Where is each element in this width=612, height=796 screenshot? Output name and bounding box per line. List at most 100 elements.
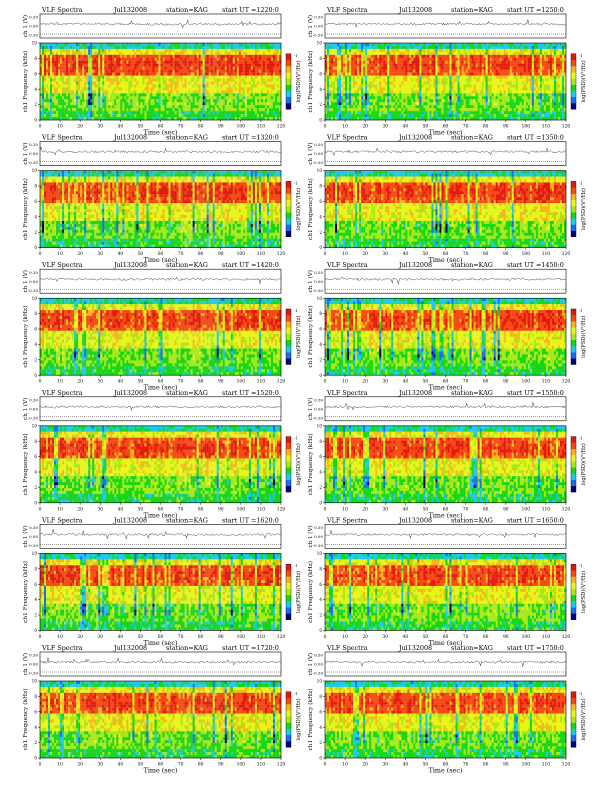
heatmap-cell xyxy=(231,61,233,64)
heatmap-cell xyxy=(74,99,76,102)
heatmap-cell xyxy=(98,102,100,105)
heatmap-cell xyxy=(88,93,90,96)
heatmap-cell xyxy=(116,117,118,120)
heatmap-cell xyxy=(167,96,169,99)
heatmap-cell xyxy=(90,96,92,99)
colorbar-swatch xyxy=(286,103,291,109)
heatmap-cell xyxy=(255,105,257,108)
heatmap-cell xyxy=(142,64,144,67)
heatmap-cell xyxy=(357,43,359,46)
heatmap-cell xyxy=(253,73,255,76)
heatmap-cell xyxy=(126,114,128,117)
heatmap-cell xyxy=(209,84,211,87)
heatmap-cell xyxy=(74,46,76,49)
heatmap-cell xyxy=(337,43,339,46)
heatmap-cell xyxy=(66,61,68,64)
heatmap-cell xyxy=(261,90,263,93)
heatmap-cell xyxy=(148,90,150,93)
heatmap-cell xyxy=(152,52,154,55)
heatmap-cell xyxy=(74,79,76,82)
heatmap-cell xyxy=(227,82,229,85)
heatmap-cell xyxy=(219,108,221,111)
heatmap-cell xyxy=(217,43,219,46)
heatmap-cell xyxy=(243,52,245,55)
heatmap-cell xyxy=(64,90,66,93)
heatmap-cell xyxy=(144,108,146,111)
heatmap-cell xyxy=(86,105,88,108)
heatmap-cell xyxy=(271,111,273,114)
heatmap-cell xyxy=(263,108,265,111)
heatmap-cell xyxy=(213,46,215,49)
heatmap-cell xyxy=(98,90,100,93)
heatmap-cell xyxy=(201,87,203,90)
heatmap-cell xyxy=(124,79,126,82)
heatmap-cell xyxy=(132,99,134,102)
heatmap-cell xyxy=(247,117,249,120)
heatmap-cell xyxy=(62,84,64,87)
heatmap-cell xyxy=(114,93,116,96)
heatmap-cell xyxy=(191,114,193,117)
heatmap-cell xyxy=(90,43,92,46)
heatmap-cell xyxy=(195,49,197,52)
heatmap-cell xyxy=(273,105,275,108)
heatmap-cell xyxy=(152,105,154,108)
heatmap-cell xyxy=(144,96,146,99)
heatmap-cell xyxy=(76,49,78,52)
heatmap-cell xyxy=(140,117,142,120)
heatmap-cell xyxy=(94,99,96,102)
heatmap-cell xyxy=(209,90,211,93)
heatmap-cell xyxy=(128,46,130,49)
heatmap-cell xyxy=(169,76,171,79)
heatmap-cell xyxy=(116,76,118,79)
heatmap-cell xyxy=(64,114,66,117)
heatmap-cell xyxy=(271,76,273,79)
heatmap-cell xyxy=(48,76,50,79)
heatmap-cell xyxy=(195,67,197,70)
heatmap-cell xyxy=(46,87,48,90)
heatmap-cell xyxy=(120,55,122,58)
heatmap-cell xyxy=(215,114,217,117)
heatmap-cell xyxy=(146,58,148,61)
heatmap-cell xyxy=(255,87,257,90)
heatmap-cell xyxy=(253,55,255,58)
colorbar-swatch xyxy=(286,91,291,97)
heatmap-cell xyxy=(152,102,154,105)
heatmap-cell xyxy=(60,84,62,87)
heatmap-cell xyxy=(193,93,195,96)
heatmap-cell xyxy=(84,73,86,76)
heatmap-cell xyxy=(163,52,165,55)
heatmap-cell xyxy=(215,82,217,85)
heatmap-cell xyxy=(118,64,120,67)
heatmap-cell xyxy=(167,52,169,55)
heatmap-cell xyxy=(175,58,177,61)
heatmap-cell xyxy=(227,114,229,117)
heatmap-cell xyxy=(142,70,144,73)
heatmap-cell xyxy=(249,73,251,76)
heatmap-cell xyxy=(263,84,265,87)
heatmap-cell xyxy=(130,90,132,93)
heatmap-cell xyxy=(96,111,98,114)
heatmap-cell xyxy=(124,61,126,64)
heatmap-cell xyxy=(245,108,247,111)
heatmap-cell xyxy=(102,111,104,114)
heatmap-cell xyxy=(233,102,235,105)
heatmap-cell xyxy=(245,90,247,93)
heatmap-cell xyxy=(114,84,116,87)
heatmap-cell xyxy=(72,55,74,58)
heatmap-cell xyxy=(108,49,110,52)
heatmap-cell xyxy=(247,99,249,102)
heatmap-cell xyxy=(175,46,177,49)
heatmap-cell xyxy=(68,93,70,96)
heatmap-cell xyxy=(54,108,56,111)
heatmap-cell xyxy=(163,96,165,99)
heatmap-cell xyxy=(90,99,92,102)
heatmap-cell xyxy=(239,96,241,99)
heatmap-cell xyxy=(110,46,112,49)
heatmap-cell xyxy=(261,67,263,70)
heatmap-cell xyxy=(104,117,106,120)
heatmap-cell xyxy=(92,49,94,52)
heatmap-cell xyxy=(128,58,130,61)
heatmap-cell xyxy=(132,76,134,79)
heatmap-cell xyxy=(84,43,86,46)
heatmap-cell xyxy=(86,93,88,96)
